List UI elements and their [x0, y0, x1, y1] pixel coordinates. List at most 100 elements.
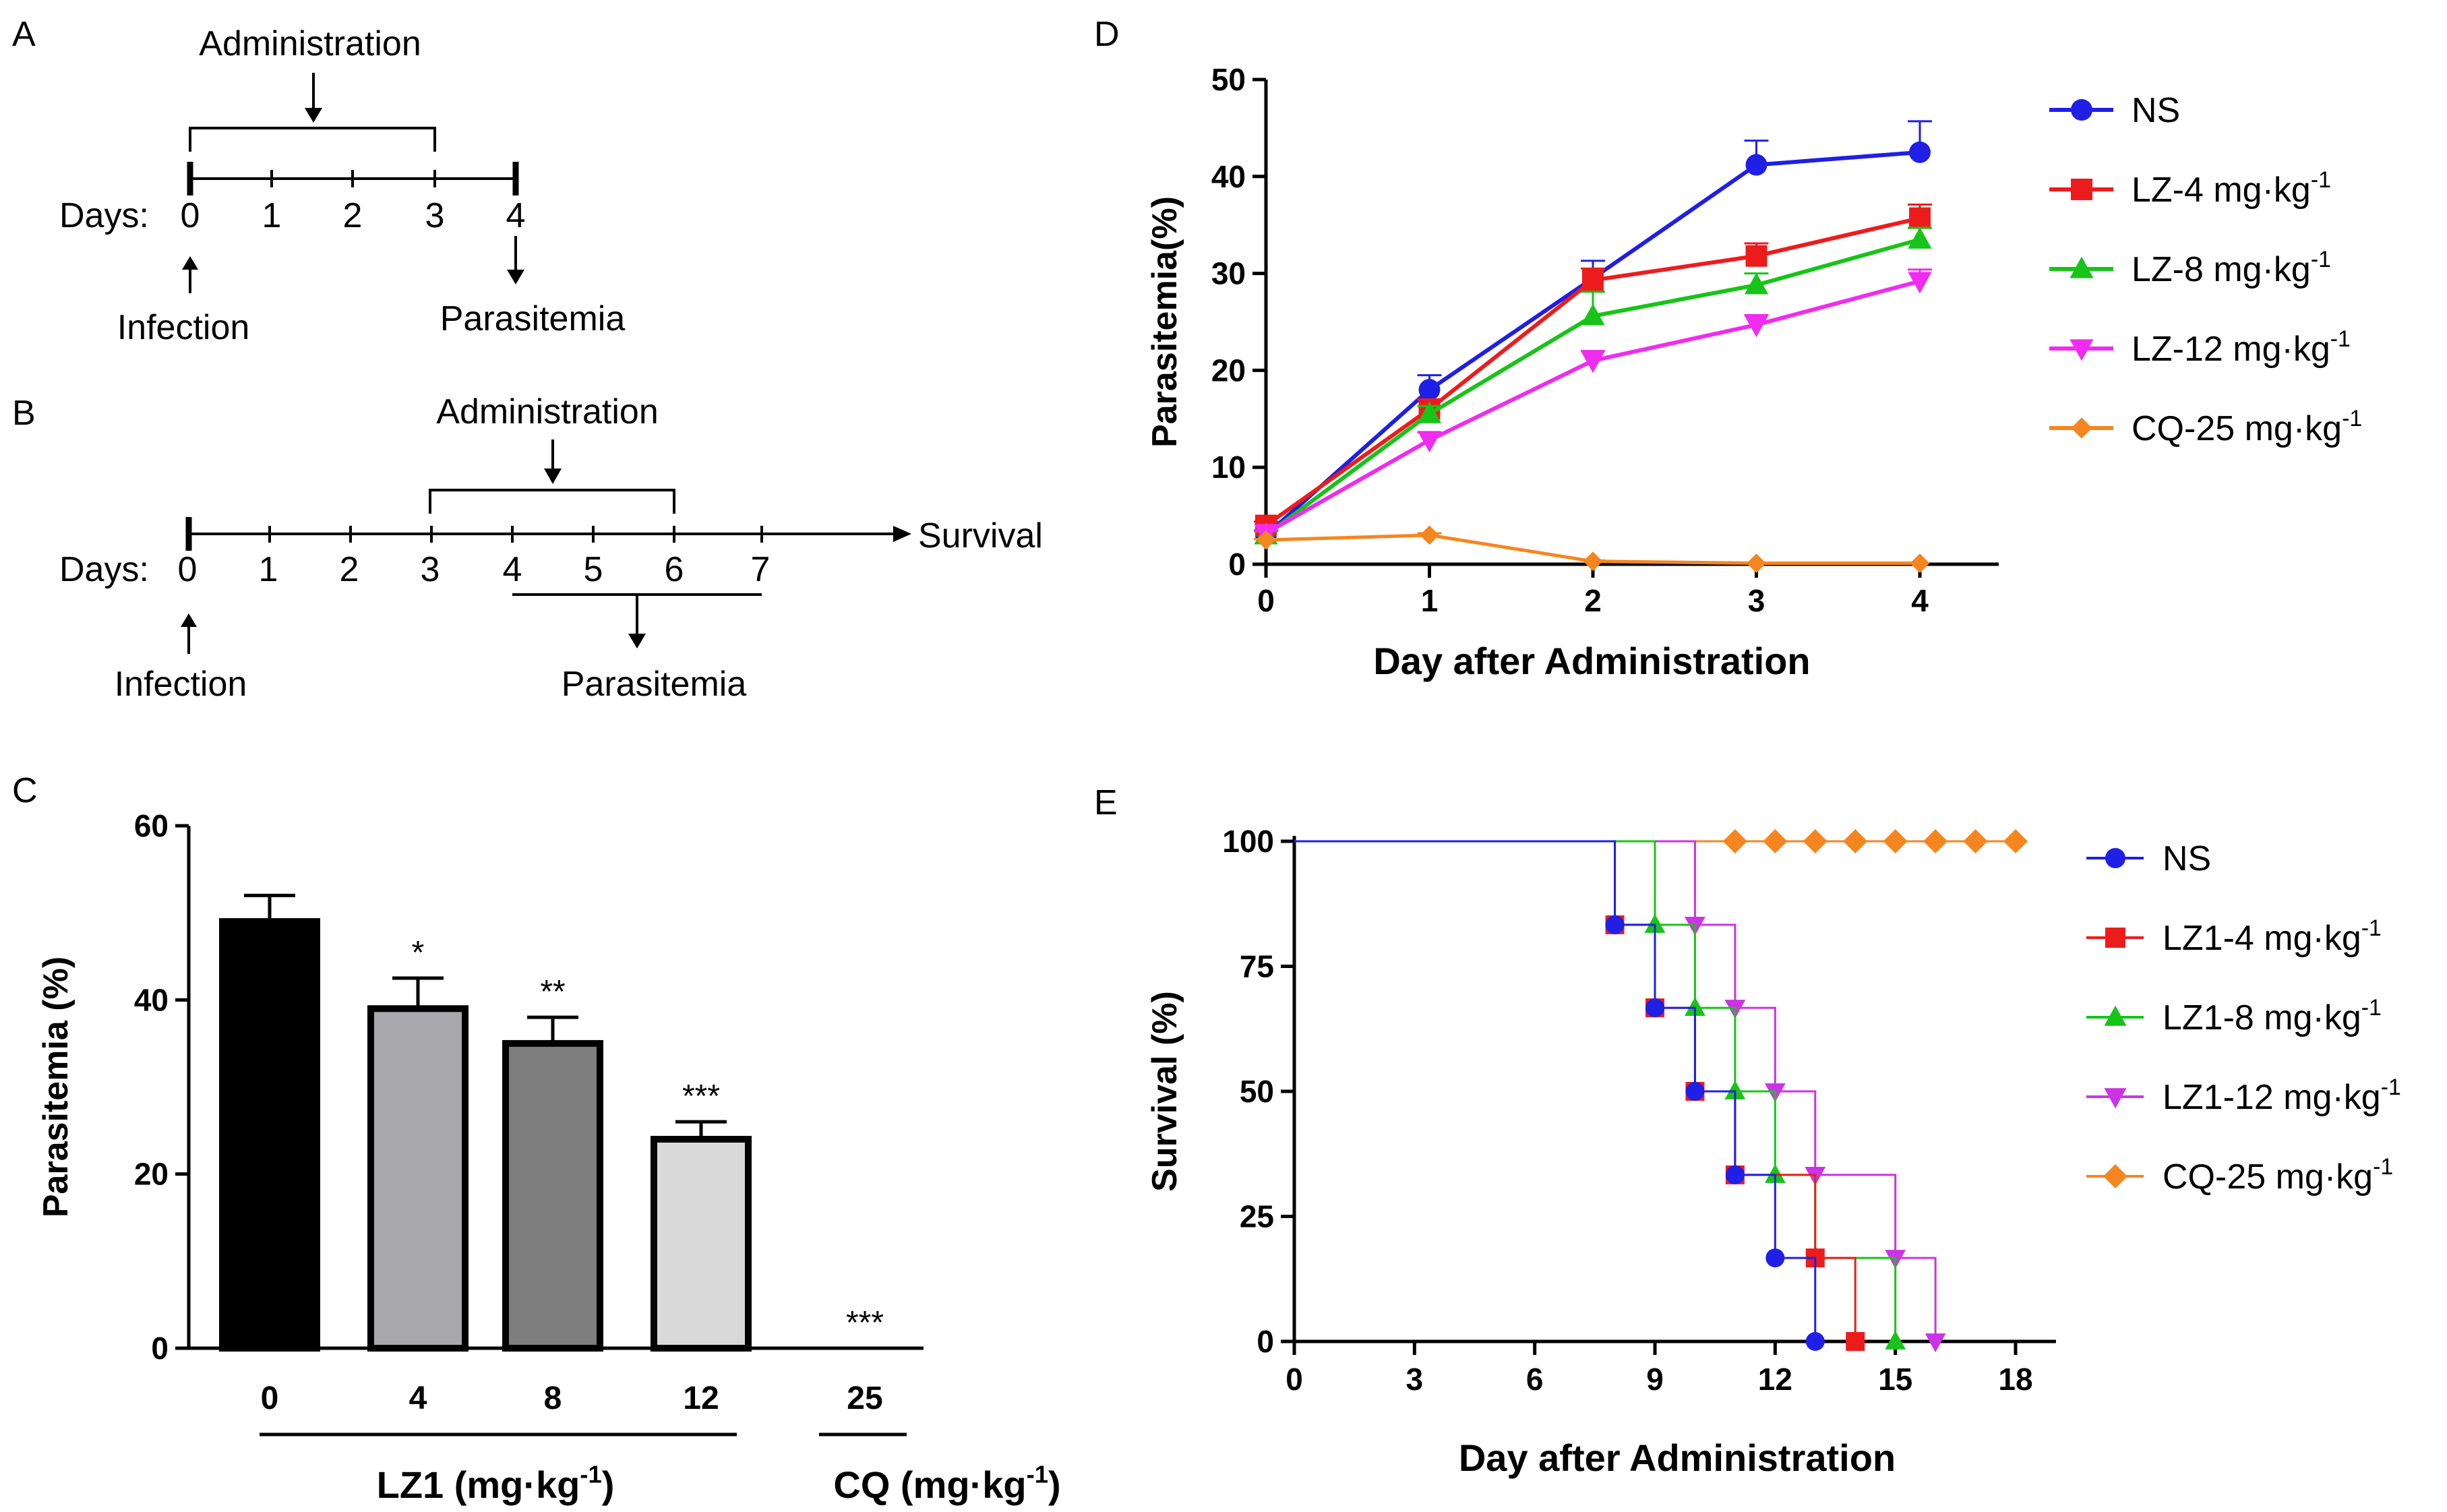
chart-e-data-point — [1803, 829, 1827, 853]
chart-e-x-tick-label: 15 — [1878, 1362, 1912, 1397]
chart-e-data-point — [1605, 915, 1625, 934]
chart-e-y-tick-label: 25 — [1240, 1199, 1274, 1234]
chart-d-parasitemia-lines: 0 10 20 30 40 50 0 1 2 3 4 Day after Administration… — [1145, 62, 2362, 682]
chart-d-legend-label: LZ-8 mg·kg-1 — [2132, 247, 2331, 289]
chart-d-data-point — [1256, 530, 1276, 550]
chart-d-y-tick-label: 50 — [1211, 62, 1246, 97]
panel-a-day-label: 0 — [181, 196, 200, 235]
chart-d-data-point — [1581, 351, 1605, 373]
chart-e-survival-curves: 0 25 50 75 100 0 3 6 9 12 15 18 Day after Administra… — [1145, 824, 2401, 1479]
chart-c-bar — [219, 918, 320, 1352]
chart-d-data-point — [1583, 551, 1603, 572]
panel-b-letter: B — [12, 394, 36, 433]
chart-d-y-tick-label: 20 — [1211, 353, 1246, 388]
chart-c-x-tick-label: 0 — [261, 1381, 279, 1416]
panel-d-letter: D — [1094, 15, 1120, 54]
panel-b-survival-label: Survival — [918, 516, 1043, 555]
panel-a-day-label: 2 — [343, 196, 363, 235]
chart-e-x-tick-label: 3 — [1406, 1362, 1424, 1397]
chart-e-data-point — [1925, 1333, 1946, 1353]
chart-e-legend-label: NS — [2163, 839, 2211, 878]
chart-d-x-tick-label: 2 — [1584, 583, 1602, 618]
chart-e-x-tick-label: 12 — [1758, 1362, 1792, 1397]
chart-e-x-axis-label: Day after Administration — [1459, 1437, 1896, 1479]
chart-e-data-point — [1725, 1165, 1745, 1184]
chart-c-bar — [502, 1039, 603, 1352]
chart-e-data-point — [1645, 998, 1664, 1018]
chart-e-legend-label: LZ1-12 mg·kg-1 — [2163, 1075, 2401, 1117]
panel-a-admin-bracket — [189, 127, 436, 152]
chart-e-y-axis-label: Survival (%) — [1145, 991, 1184, 1192]
chart-d-data-point — [1910, 553, 1930, 573]
chart-d-data-point — [1418, 379, 1441, 401]
chart-d-legend-label: LZ-12 mg·kg-1 — [2132, 326, 2351, 369]
chart-c-x-tick-label: 8 — [544, 1381, 562, 1416]
chart-c-significance: *** — [682, 1079, 720, 1114]
chart-c-x-tick-label: 4 — [409, 1381, 427, 1416]
chart-c-significance: ** — [540, 974, 565, 1010]
chart-c-y-tick-label: 40 — [134, 982, 169, 1017]
chart-d-x-axis-label: Day after Administration — [1373, 640, 1810, 682]
panel-a-infection-label: Infection — [117, 308, 250, 347]
chart-e-x-tick-label: 6 — [1526, 1362, 1544, 1397]
chart-d-legend-marker — [2070, 339, 2094, 361]
chart-e-series-lz1-4 — [1294, 840, 1865, 1351]
panel-a-day-label: 1 — [262, 196, 282, 235]
panel-a-administration-label: Administration — [199, 24, 421, 63]
chart-d-legend-label: LZ-4 mg·kg-1 — [2132, 167, 2331, 210]
chart-c-bar — [367, 1005, 469, 1352]
chart-d-data-point — [1744, 272, 1769, 295]
chart-e-legend-label: CQ-25 mg·kg-1 — [2163, 1154, 2393, 1197]
panel-b-day-label: 2 — [340, 550, 359, 589]
chart-e-legend-marker — [2105, 928, 2125, 948]
chart-d-y-tick-label: 10 — [1211, 450, 1246, 485]
chart-d-legend-marker — [2071, 417, 2092, 439]
chart-e-x-tick-label: 0 — [1286, 1362, 1303, 1397]
panel-e-letter: E — [1094, 783, 1118, 822]
chart-e-legend-marker — [2104, 1005, 2127, 1026]
chart-c-significance: * — [412, 935, 425, 971]
chart-c-y-tick-label: 20 — [134, 1157, 169, 1192]
panel-b-days-label: Days: — [59, 550, 149, 589]
chart-d-legend-marker — [2071, 99, 2092, 121]
chart-e-data-point — [1722, 829, 1747, 853]
panel-b-infection-label: Infection — [115, 665, 247, 704]
chart-e-data-point — [1644, 913, 1666, 933]
panel-b-timeline-arrowhead — [893, 526, 911, 542]
panel-b-schematic: B Administration Survival Days: 0 1 2 3 … — [12, 392, 1043, 704]
chart-e-legend-label: LZ1-8 mg·kg-1 — [2163, 995, 2382, 1037]
chart-e-y-tick-label: 0 — [1257, 1324, 1274, 1359]
chart-e-x-tick-label: 9 — [1646, 1362, 1664, 1397]
chart-d-data-point — [1745, 154, 1768, 176]
panel-a-admin-arrowhead — [305, 108, 322, 123]
chart-d-series-cq-25 — [1254, 525, 1930, 573]
panel-b-parasitemia-arrowhead — [628, 634, 646, 648]
panel-a-infection-arrowhead — [182, 256, 198, 270]
chart-d-data-point — [1908, 226, 1932, 249]
chart-c-y-tick-label: 0 — [151, 1331, 169, 1366]
chart-e-data-point — [1846, 1332, 1865, 1351]
chart-d-data-point — [1909, 141, 1931, 163]
chart-c-x-tick-label: 25 — [847, 1381, 882, 1416]
panel-b-infection-arrowhead — [181, 613, 197, 627]
chart-e-legend-marker — [2104, 1088, 2127, 1109]
panel-a-parasitemia-label: Parasitemia — [440, 299, 626, 338]
panel-c-letter: C — [12, 771, 38, 810]
chart-d-legend-marker — [2070, 256, 2094, 278]
chart-e-data-point — [1685, 1082, 1705, 1101]
panel-b-day-label: 1 — [259, 550, 278, 589]
chart-e-legend-marker — [2105, 848, 2125, 868]
chart-e-y-tick-label: 50 — [1240, 1074, 1274, 1109]
panel-b-parasitemia-label: Parasitemia — [562, 665, 747, 704]
chart-c-group-label: LZ1 (mg·kg-1) — [377, 1461, 615, 1506]
chart-d-x-tick-label: 0 — [1257, 583, 1275, 618]
chart-d-data-point — [1417, 431, 1442, 453]
panel-b-administration-label: Administration — [436, 392, 658, 431]
chart-e-y-tick-label: 100 — [1222, 824, 1274, 859]
chart-d-x-tick-label: 4 — [1911, 583, 1929, 618]
chart-d-data-point — [1745, 245, 1768, 267]
chart-e-data-point — [1843, 829, 1868, 853]
panel-a-day-label: 4 — [506, 196, 526, 235]
chart-c-y-tick-label: 60 — [134, 808, 169, 843]
